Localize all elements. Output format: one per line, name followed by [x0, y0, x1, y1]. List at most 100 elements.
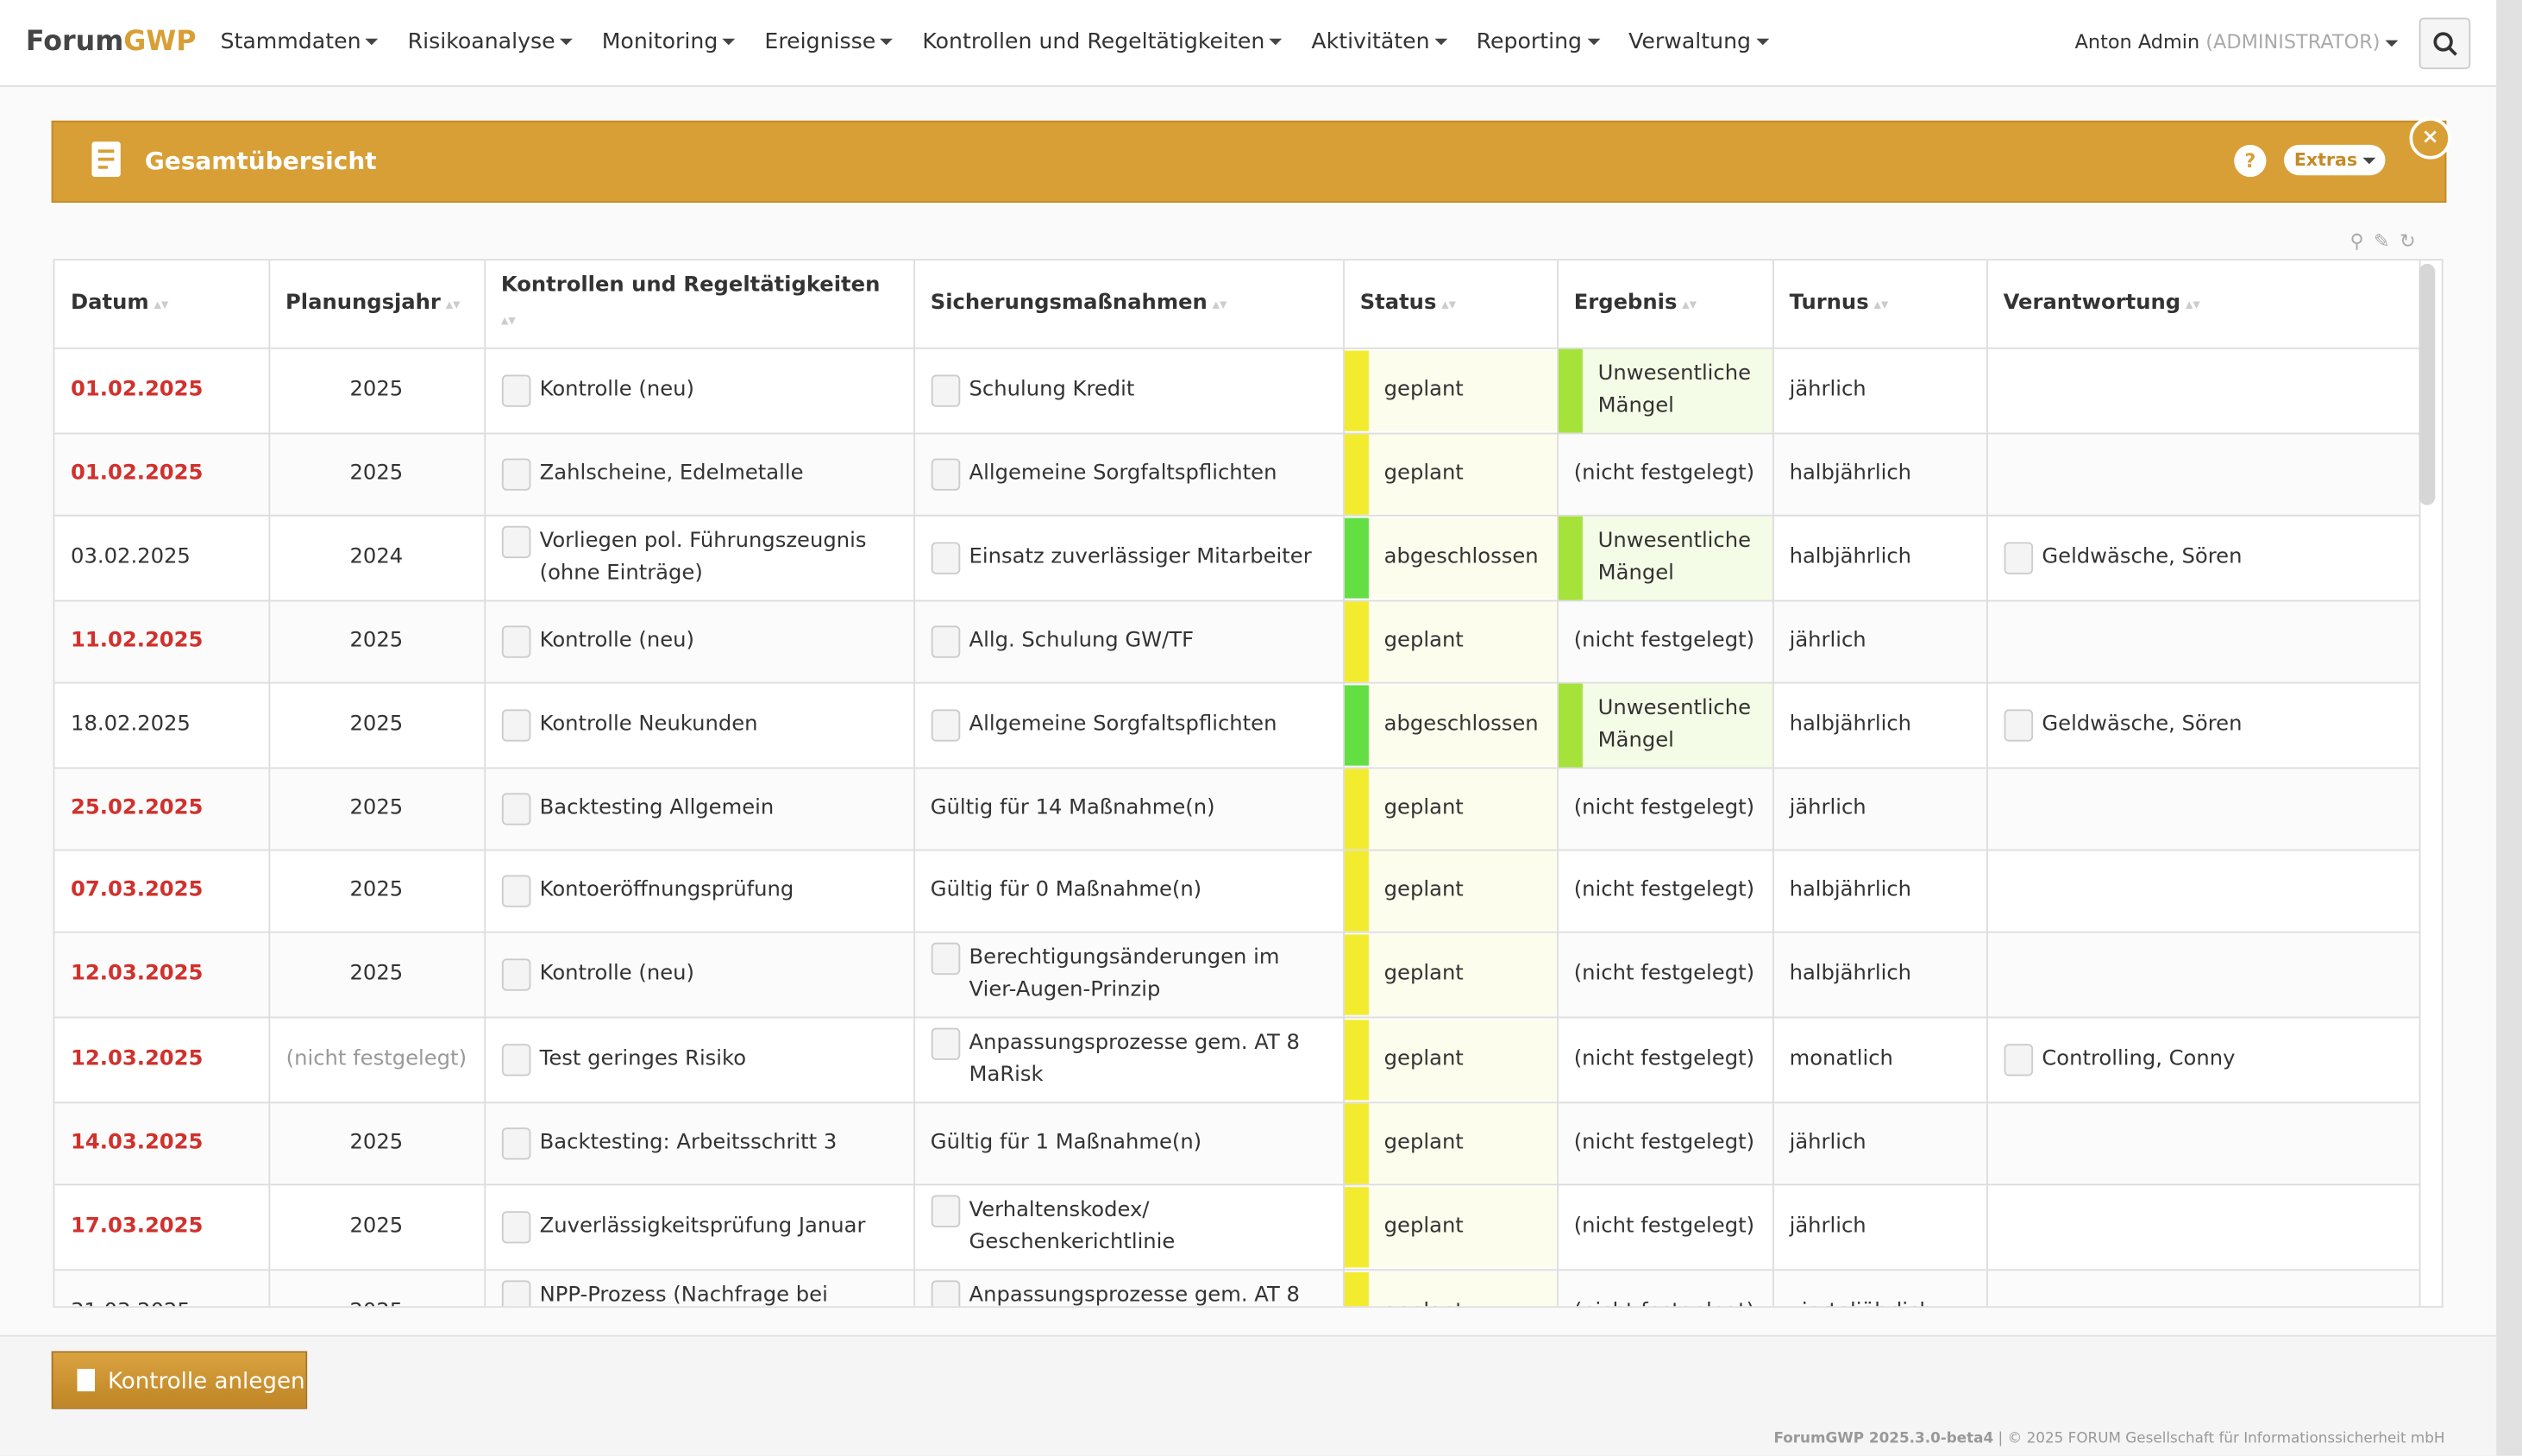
search-button[interactable]	[2418, 17, 2471, 70]
brand[interactable]: ForumGWP	[26, 26, 197, 58]
create-button[interactable]: Kontrolle anlegen	[51, 1351, 308, 1409]
close-button[interactable]: ×	[2409, 117, 2451, 160]
table-row[interactable]: 25.02.2025 2025 Backtesting Allgemein Gülti…	[54, 768, 2420, 851]
table-row[interactable]: 14.03.2025 2025 Backtesting: Arbeitsschrit…	[54, 1102, 2420, 1186]
table-row[interactable]: 17.03.2025 2025 Zuverlässigkeitsprüfung Ja…	[54, 1184, 2420, 1271]
bottom-bar	[0, 1334, 2497, 1456]
year-cell: 2025	[268, 768, 486, 851]
nav-item[interactable]: Kontrollen und Regeltätigkeiten	[922, 29, 1282, 55]
owner-cell	[1986, 1270, 2420, 1307]
control-cell: NPP-Prozess (Nachfrage bei Fachabteilung…	[484, 1270, 915, 1307]
owner-cell	[1986, 348, 2420, 435]
help-button[interactable]: ?	[2234, 144, 2267, 178]
status-indicator	[1344, 1103, 1369, 1184]
control: Zahlscheine, Edelmetalle	[500, 458, 897, 491]
table-row[interactable]: 11.02.2025 2025 Kontrolle (neu) Allg. Schul…	[54, 600, 2420, 684]
nav-item[interactable]: Risikoanalyse	[408, 29, 574, 55]
table-row[interactable]: 07.03.2025 2025 Kontoeröffnungsprüfung Gült…	[54, 850, 2420, 933]
brand-accent: GWP	[123, 25, 197, 59]
result: (nicht festgelegt)	[1558, 1272, 1772, 1306]
status-text: geplant	[1368, 1020, 1557, 1101]
control-name: Test geringes Risiko	[539, 1046, 747, 1071]
column-header[interactable]: Ergebnis	[1557, 260, 1773, 349]
status-text: geplant	[1368, 934, 1557, 1015]
table-row[interactable]: 01.02.2025 2025 Kontrolle (neu) Schulung Kr…	[54, 348, 2420, 435]
year-cell: 2025	[268, 682, 486, 769]
date-cell: 14.03.2025	[54, 1102, 270, 1186]
owner-icon	[2003, 542, 2033, 574]
control-cell: Kontrolle (neu)	[484, 348, 915, 435]
table-row[interactable]: 12.03.2025 (nicht festgelegt) Test geringe…	[54, 1017, 2420, 1104]
column-header[interactable]: Kontrollen und Regeltätigkeiten	[484, 260, 915, 349]
column-header[interactable]: Status	[1343, 260, 1559, 349]
year-cell: (nicht festgelegt)	[268, 1017, 486, 1104]
year-cell: 2025	[268, 348, 486, 435]
control-cell: Vorliegen pol. Führungszeugnis (ohne Ein…	[484, 515, 915, 602]
date-cell: 01.02.2025	[54, 433, 270, 517]
table-row[interactable]: 03.02.2025 2024 Vorliegen pol. Führungszeu…	[54, 515, 2420, 602]
status-cell: geplant	[1343, 932, 1559, 1019]
result: Unwesentliche Mängel	[1558, 348, 1772, 433]
status-cell: geplant	[1343, 1184, 1559, 1271]
control: Test geringes Risiko	[500, 1044, 897, 1076]
status: geplant	[1344, 601, 1557, 682]
status-indicator	[1344, 434, 1369, 515]
column-header[interactable]: Datum	[54, 260, 270, 349]
table: DatumPlanungsjahrKontrollen und Regeltät…	[54, 260, 2420, 1307]
result-cell: Unwesentliche Mängel	[1557, 682, 1773, 769]
measure-icon	[930, 942, 960, 976]
control: Vorliegen pol. Führungszeugnis (ohne Ein…	[500, 525, 897, 591]
control-cell: Backtesting Allgemein	[484, 768, 915, 851]
nav-item[interactable]: Monitoring	[602, 29, 736, 55]
status-cell: geplant	[1343, 348, 1559, 435]
turnus-cell: monatlich	[1772, 1017, 1987, 1104]
owner-cell: Geldwäsche, Sören	[1986, 682, 2420, 769]
owner-name: Geldwäsche, Sören	[2042, 545, 2243, 570]
result-text: (nicht festgelegt)	[1573, 1214, 1755, 1239]
turnus-cell: halbjährlich	[1772, 682, 1987, 769]
user-menu[interactable]: Anton Admin (ADMINISTRATOR)	[2075, 30, 2398, 53]
turnus-cell: jährlich	[1772, 1102, 1987, 1186]
control: Zuverlässigkeitsprüfung Januar	[500, 1211, 897, 1244]
scrollbar[interactable]	[2418, 263, 2436, 505]
year-cell: 2024	[268, 515, 486, 602]
date-cell: 07.03.2025	[54, 850, 270, 933]
year-cell: 2025	[268, 1270, 486, 1307]
measure-name: Einsatz zuverlässiger Mitarbeiter	[969, 545, 1312, 570]
measure-name: Gültig für 0 Maßnahme(n)	[930, 878, 1202, 903]
table-tools[interactable]: ⚲✎↻	[2349, 229, 2425, 253]
table-row[interactable]: 01.02.2025 2025 Zahlscheine, Edelmetalle Al…	[54, 433, 2420, 517]
result: (nicht festgelegt)	[1558, 434, 1772, 514]
status-indicator	[1344, 518, 1369, 599]
measure-cell: Verhaltenskodex/ Geschenkerichtlinie	[913, 1184, 1345, 1271]
nav-item[interactable]: Verwaltung	[1628, 29, 1768, 55]
extras-button[interactable]: Extras	[2284, 144, 2386, 176]
column-header[interactable]: Planungsjahr	[268, 260, 486, 349]
result-text: (nicht festgelegt)	[1573, 878, 1755, 903]
owner: Geldwäsche, Sören	[2003, 709, 2402, 742]
result-cell: (nicht festgelegt)	[1557, 932, 1773, 1019]
result-indicator	[1558, 683, 1583, 768]
measure-name: Allg. Schulung GW/TF	[969, 629, 1195, 654]
result-cell: (nicht festgelegt)	[1557, 1184, 1773, 1271]
status-text: geplant	[1368, 1103, 1557, 1184]
table-row[interactable]: 12.03.2025 2025 Kontrolle (neu) Berechtigun…	[54, 932, 2420, 1019]
column-header[interactable]: Sicherungsmaßnahmen	[913, 260, 1345, 349]
status-cell: abgeschlossen	[1343, 682, 1559, 769]
nav-item[interactable]: Reporting	[1477, 29, 1600, 55]
year-cell: 2025	[268, 433, 486, 517]
status-text: abgeschlossen	[1368, 518, 1557, 599]
column-header[interactable]: Verantwortung	[1986, 260, 2420, 349]
date-cell: 01.02.2025	[54, 348, 270, 435]
nav-item[interactable]: Aktivitäten	[1311, 29, 1447, 55]
control-cell: Kontrolle (neu)	[484, 932, 915, 1019]
column-header[interactable]: Turnus	[1772, 260, 1987, 349]
table-row[interactable]: 18.02.2025 2025 Kontrolle Neukunden Allgeme…	[54, 682, 2420, 769]
measure-icon	[930, 625, 960, 658]
nav-item[interactable]: Stammdaten	[220, 29, 379, 55]
measure-name: Gültig für 14 Maßnahme(n)	[930, 796, 1215, 821]
nav-item[interactable]: Ereignisse	[764, 29, 893, 55]
measure: Schulung Kredit	[930, 374, 1327, 407]
